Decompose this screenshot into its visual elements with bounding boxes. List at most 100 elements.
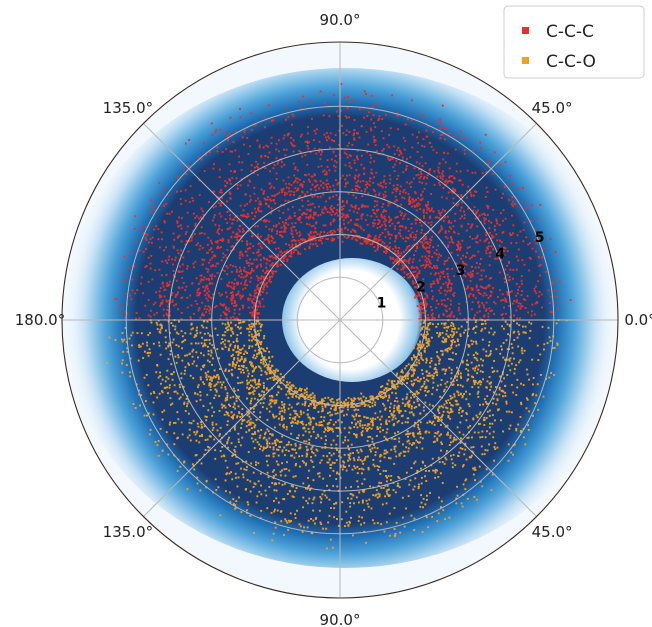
scatter-point [347,234,350,237]
scatter-point [398,221,400,224]
scatter-point [439,175,442,178]
scatter-point [313,235,316,237]
scatter-point [432,375,435,377]
scatter-point [347,221,350,224]
scatter-point [142,292,144,295]
scatter-point [376,522,379,524]
scatter-point [163,289,166,291]
scatter-point [368,235,370,238]
scatter-point [414,219,417,222]
scatter-point [522,436,525,439]
scatter-point [520,401,522,404]
scatter-point [432,148,435,151]
scatter-point [287,383,290,386]
scatter-point [300,221,303,224]
scatter-point [412,282,415,285]
scatter-point [227,241,230,244]
scatter-point [439,292,442,294]
scatter-point [287,223,290,226]
scatter-point [304,140,307,143]
scatter-point [298,150,301,152]
scatter-point [363,459,366,462]
scatter-point [219,514,222,517]
scatter-point [321,211,324,214]
scatter-point [450,324,452,327]
scatter-point [276,509,279,512]
scatter-point [417,486,420,488]
scatter-point [421,197,424,200]
scatter-point [272,452,275,455]
scatter-point [543,343,546,346]
scatter-point [247,306,250,309]
scatter-point [207,294,210,296]
scatter-point [357,420,359,423]
scatter-point [227,139,229,142]
scatter-point [176,392,179,395]
scatter-point [360,206,363,208]
scatter-point [490,277,492,279]
scatter-point [259,329,262,332]
scatter-point [436,278,439,281]
scatter-point [436,279,439,282]
scatter-point [429,217,431,219]
scatter-point [407,260,410,262]
scatter-point [423,145,426,148]
scatter-point [173,432,176,435]
scatter-point [238,274,240,277]
scatter-point [106,362,109,364]
scatter-point [255,419,258,421]
scatter-point [295,413,298,415]
scatter-point [393,188,396,191]
scatter-point [225,309,228,311]
scatter-point [282,187,285,190]
scatter-point [203,142,205,144]
scatter-point [211,414,214,417]
scatter-point [487,205,490,208]
scatter-point [466,252,468,254]
scatter-point [376,103,379,106]
scatter-point [252,411,255,413]
scatter-point [343,151,346,154]
scatter-point [348,131,351,133]
scatter-point [234,407,237,410]
scatter-point [204,305,207,308]
scatter-point [254,432,257,435]
scatter-point [253,447,256,449]
scatter-point [457,309,460,312]
scatter-point [446,410,449,413]
scatter-point [275,270,278,273]
scatter-point [251,234,254,237]
scatter-point [251,335,254,338]
scatter-point [489,350,492,352]
scatter-point [413,425,416,428]
scatter-point [456,366,458,369]
scatter-point [477,250,480,253]
scatter-point [247,215,250,218]
scatter-point [239,326,242,329]
scatter-point [446,259,449,262]
scatter-point [444,216,446,219]
scatter-point [469,235,471,238]
scatter-point [329,132,332,135]
scatter-point [226,329,229,332]
scatter-point [298,208,301,211]
scatter-point [302,411,305,414]
scatter-point [385,248,388,251]
scatter-point [355,223,358,226]
scatter-point [388,457,390,459]
scatter-point [476,225,479,228]
scatter-point [374,418,377,420]
scatter-point [259,416,261,418]
scatter-point [242,288,245,291]
scatter-point [515,394,518,396]
scatter-point [356,211,359,214]
scatter-point [403,197,406,200]
scatter-point [441,332,444,334]
scatter-point [262,288,265,291]
scatter-point [163,221,166,224]
scatter-point [482,348,485,351]
scatter-point [136,289,139,292]
scatter-point [538,290,541,293]
scatter-point [265,282,268,285]
scatter-point [257,385,260,388]
